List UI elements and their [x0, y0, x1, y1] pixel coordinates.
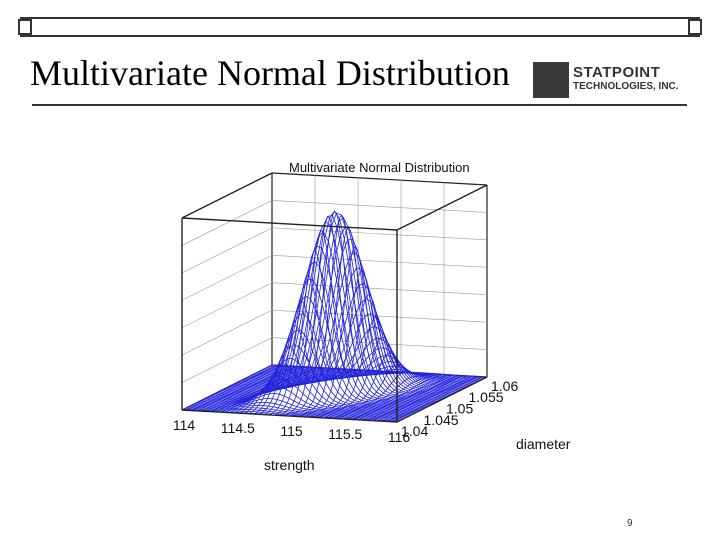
mesh-line-diameter — [231, 217, 447, 398]
mesh-line-diameter — [192, 401, 408, 418]
frame-edge — [181, 409, 398, 423]
grid-line — [181, 227, 273, 274]
mesh-line-diameter — [249, 337, 465, 389]
mesh-line-diameter — [208, 329, 424, 410]
mesh-line-diameter — [196, 392, 412, 416]
y-tick-label: 1.04 — [401, 423, 428, 439]
mesh-line-diameter — [263, 368, 479, 382]
frame-edge — [396, 184, 488, 231]
chart-title: Multivariate Normal Distribution — [289, 160, 470, 175]
mesh-line-diameter — [198, 386, 414, 415]
title-divider — [32, 104, 687, 106]
mesh-line-diameter — [202, 369, 418, 413]
page-number: 9 — [627, 518, 633, 529]
mesh-line-diameter — [241, 282, 457, 393]
x-tick-label: 115.5 — [328, 426, 362, 442]
frame-edge — [181, 217, 398, 231]
grid-line — [181, 282, 273, 328]
slide-title: Multivariate Normal Distribution — [30, 53, 510, 93]
x-tick-label: 114.5 — [221, 420, 255, 436]
x-tick-label: 115 — [280, 423, 303, 439]
mesh-line-diameter — [247, 326, 463, 390]
logo-line2: TECHNOLOGIES, INC. — [573, 81, 679, 92]
front-frame — [181, 172, 488, 423]
grid-line — [271, 200, 488, 213]
grid-line — [181, 255, 273, 301]
mesh-line-diameter — [233, 225, 449, 397]
mesh-line-diameter — [251, 347, 467, 388]
grid-line — [181, 200, 273, 246]
x-axis-label: strength — [264, 457, 315, 473]
logo-line1: STATPOINT — [573, 64, 661, 81]
mesh-line-diameter — [216, 260, 432, 405]
mesh-line-diameter — [183, 408, 400, 422]
mesh-line-diameter — [218, 245, 434, 404]
grid-line — [181, 309, 273, 356]
grid-line — [271, 227, 488, 241]
mesh-line-diameter — [210, 313, 426, 409]
mesh-line-diameter — [261, 369, 477, 383]
frame-edge — [396, 376, 488, 423]
grid-line — [181, 337, 273, 383]
mesh-line-diameter — [269, 365, 486, 379]
grid-line — [271, 309, 488, 323]
top-right-square — [688, 19, 702, 35]
mesh-line-diameter — [194, 397, 410, 417]
mesh-line-diameter — [228, 212, 445, 399]
statpoint-logo: STATPOINT TECHNOLOGIES, INC. — [533, 62, 703, 100]
y-axis-label: diameter — [516, 436, 571, 452]
mesh-line-diameter — [271, 364, 488, 378]
mesh-line-diameter — [204, 358, 420, 412]
strength-ticks: 114 114.5 115 115.5 116 — [173, 417, 411, 445]
mesh-line-diameter — [243, 298, 459, 392]
grid-line — [271, 282, 488, 296]
y-tick-label: 1.055 — [469, 389, 504, 405]
mesh-line-diameter — [224, 214, 441, 401]
mesh-line-diameter — [188, 406, 404, 420]
surface-mesh — [181, 210, 488, 423]
mesh-line-diameter — [226, 210, 443, 400]
mesh-line-diameter — [245, 313, 461, 391]
mesh-line-diameter — [265, 367, 481, 381]
x-tick-label: 114 — [173, 417, 196, 433]
y-tick-label: 1.05 — [446, 401, 473, 417]
frame-edge — [271, 172, 488, 186]
mesh-line-diameter — [237, 251, 453, 395]
mesh-line-diameter — [190, 404, 406, 419]
top-left-square — [18, 19, 32, 35]
grid-line — [271, 254, 488, 268]
mesh-line-diameter — [239, 267, 455, 394]
mesh-line-diameter — [267, 366, 483, 380]
top-border-band — [18, 17, 702, 37]
mesh-line-diameter — [235, 238, 451, 396]
y-tick-label: 1.06 — [491, 378, 518, 394]
mesh-line-diameter — [186, 407, 402, 421]
frame-edge — [181, 172, 273, 219]
mesh-line-diameter — [200, 378, 416, 414]
x-tick-label: 116 — [388, 429, 411, 445]
logo-mark-icon — [533, 62, 569, 98]
mesh-line-diameter — [212, 295, 428, 408]
y-tick-label: 1.045 — [424, 412, 459, 428]
